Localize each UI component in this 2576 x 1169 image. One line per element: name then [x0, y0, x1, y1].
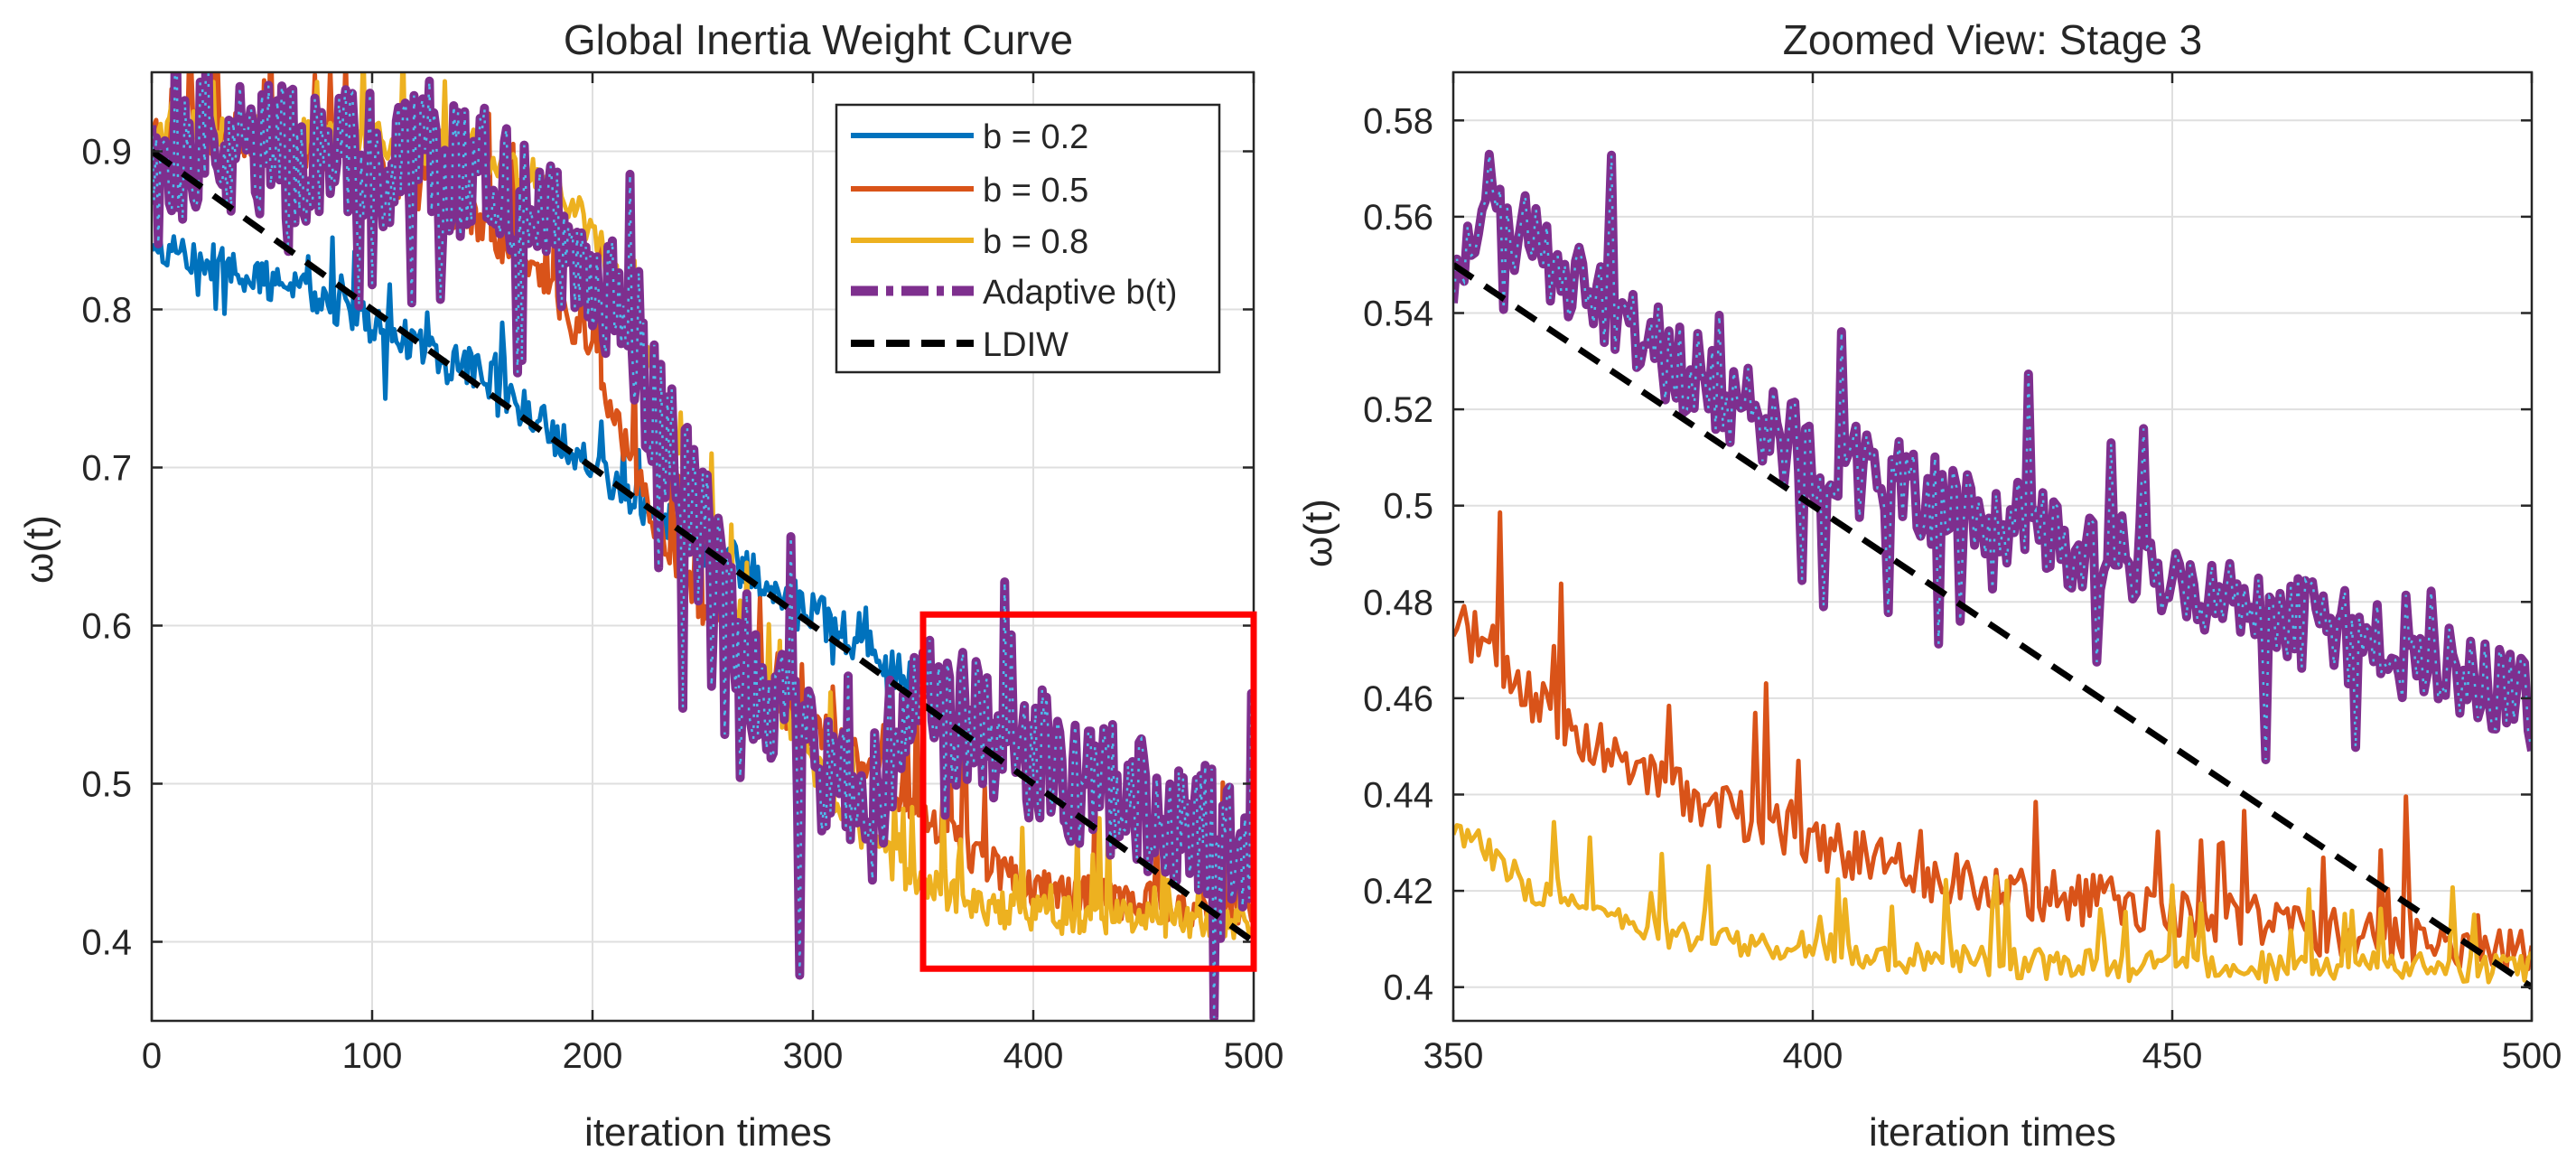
legend-entry-b05: b = 0.5 — [851, 172, 1088, 210]
legend-label-adaptive: Adaptive b(t) — [983, 274, 1177, 312]
global-chart-ticks: 0 100 200 300 400 500 0.4 0.5 0.6 0.7 0.8 0.9 — [81, 72, 1283, 1076]
global-x-tick-label: 200 — [563, 1036, 623, 1076]
global-chart-y-axis-label: ω(t) — [17, 515, 61, 584]
zoomed-y-tick-label: 0.44 — [1363, 775, 1433, 815]
zoomed-x-tick-label: 350 — [1423, 1036, 1484, 1076]
zoomed-y-tick-label: 0.54 — [1363, 294, 1433, 333]
global-y-tick-label: 0.9 — [81, 133, 132, 173]
global-x-tick-label: 300 — [783, 1036, 844, 1076]
global-chart-panel: 0 100 200 300 400 500 0.4 0.5 0.6 0.7 0.8 0.9 Globa… — [17, 16, 1283, 1155]
zoomed-series-ldiw — [1453, 262, 2532, 990]
legend-label-b05: b = 0.5 — [983, 172, 1088, 210]
global-chart-axes — [150, 70, 1255, 1023]
legend-label-b02: b = 0.2 — [983, 118, 1088, 156]
global-chart-title: Global Inertia Weight Curve — [564, 16, 1073, 63]
zoomed-chart-title: Zoomed View: Stage 3 — [1783, 16, 2203, 63]
global-x-tick-label: 100 — [342, 1036, 403, 1076]
zoomed-x-tick-label: 500 — [2502, 1036, 2562, 1076]
global-chart-x-axis-label: iteration times — [584, 1110, 832, 1155]
global-x-tick-label: 400 — [1003, 1036, 1064, 1076]
zoomed-chart-panel: 350 400 450 500 0.4 0.42 0.44 0.46 0.48 0.5 0.52 0.… — [1296, 16, 2562, 1155]
global-y-tick-label: 0.7 — [81, 449, 132, 489]
legend-label-b08: b = 0.8 — [983, 223, 1088, 261]
zoomed-chart-axes — [1451, 70, 2534, 1023]
global-series-adaptive-overlay — [152, 72, 1254, 1018]
zoomed-axes-box — [1451, 70, 2534, 1023]
global-x-tick-label: 500 — [1224, 1036, 1284, 1076]
global-x-tick-label: 0 — [142, 1036, 162, 1076]
zoomed-y-tick-label: 0.48 — [1363, 583, 1433, 622]
legend-entry-adaptive: Adaptive b(t) — [851, 274, 1177, 312]
legend-entry-b02: b = 0.2 — [851, 118, 1088, 156]
legend: b = 0.2 b = 0.5 b = 0.8 Adaptive b(t) LD… — [835, 103, 1221, 374]
zoomed-chart-y-axis-label: ω(t) — [1296, 499, 1340, 567]
global-y-tick-label: 0.5 — [81, 765, 132, 805]
global-y-tick-label: 0.4 — [81, 923, 132, 963]
legend-entry-b08: b = 0.8 — [851, 223, 1088, 261]
zoomed-y-tick-label: 0.5 — [1383, 487, 1433, 527]
global-series-b02 — [152, 234, 926, 735]
zoomed-x-tick-label: 450 — [2142, 1036, 2203, 1076]
zoomed-chart-ticks: 350 400 450 500 0.4 0.42 0.44 0.46 0.48 0.5 0.52 0.… — [1363, 72, 2562, 1076]
zoomed-y-tick-label: 0.58 — [1363, 101, 1433, 141]
zoomed-series-adaptive — [1453, 149, 2532, 764]
zoomed-chart-x-axis-label: iteration times — [1869, 1110, 2116, 1155]
zoomed-y-tick-label: 0.4 — [1383, 968, 1433, 1008]
zoomed-y-tick-label: 0.46 — [1363, 679, 1433, 719]
legend-label-ldiw: LDIW — [983, 326, 1069, 364]
zoom-region-box — [919, 611, 1257, 972]
zoomed-y-tick-label: 0.42 — [1363, 872, 1433, 912]
zoomed-series-b08 — [1453, 819, 2532, 985]
zoomed-y-tick-label: 0.52 — [1363, 390, 1433, 430]
global-axes-box — [150, 70, 1255, 1023]
zoomed-chart-plot-area — [1453, 149, 2532, 990]
zoomed-x-tick-label: 400 — [1783, 1036, 1843, 1076]
zoomed-y-tick-label: 0.56 — [1363, 198, 1433, 238]
global-y-tick-label: 0.6 — [81, 607, 132, 647]
global-chart-plot-area — [152, 72, 1254, 1021]
global-y-tick-label: 0.8 — [81, 291, 132, 331]
legend-entry-ldiw: LDIW — [851, 326, 1069, 364]
